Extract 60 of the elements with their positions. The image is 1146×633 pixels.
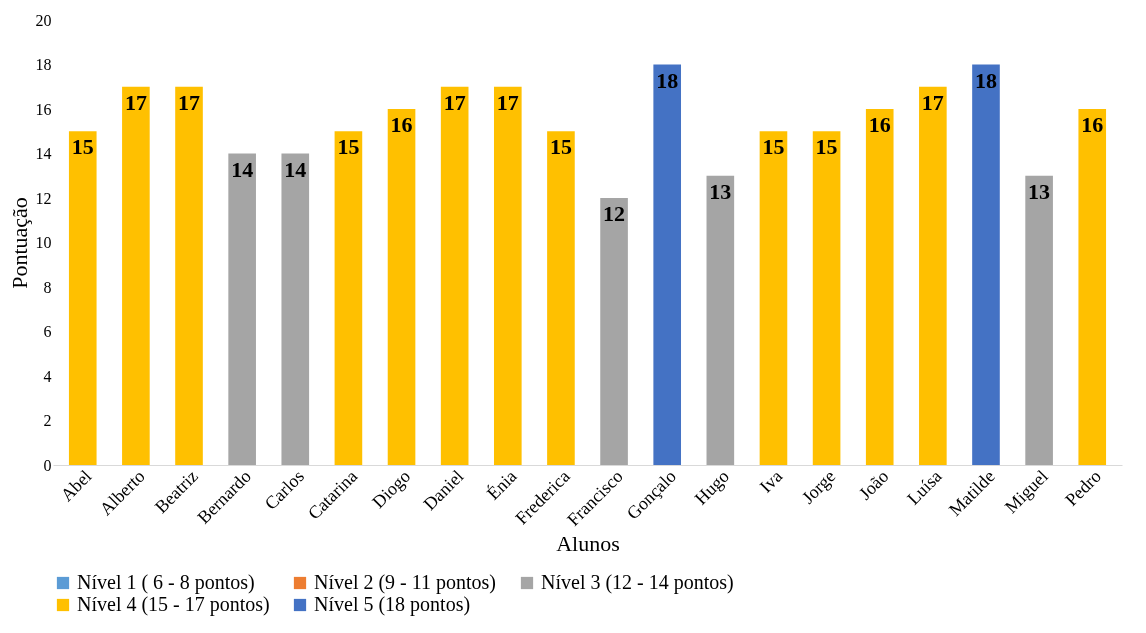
bar <box>387 109 416 465</box>
bar <box>1078 109 1107 465</box>
legend-label: Nível 3 (12 - 14 pontos) <box>541 571 734 594</box>
legend-label: Nível 4 (15 - 17 pontos) <box>77 593 270 616</box>
data-label: 17 <box>496 89 519 115</box>
data-label: 12 <box>603 201 626 226</box>
data-label: 14 <box>284 156 307 182</box>
bar <box>493 86 522 465</box>
bar <box>334 131 363 465</box>
data-label: 13 <box>1028 178 1051 204</box>
data-label: 18 <box>656 67 679 93</box>
bar <box>281 153 310 465</box>
y-tick-label: 14 <box>35 145 52 162</box>
bar <box>600 198 628 465</box>
y-tick-label: 6 <box>43 323 52 340</box>
bar <box>68 131 97 465</box>
bar <box>440 86 469 465</box>
x-axis-title: Alunos <box>556 530 620 556</box>
data-label: 15 <box>815 134 838 160</box>
y-tick-label: 10 <box>35 234 52 251</box>
data-label: 16 <box>1081 112 1104 137</box>
data-label: 15 <box>71 134 94 160</box>
data-label: 17 <box>124 89 147 115</box>
bar <box>865 109 894 465</box>
data-label: 17 <box>178 89 201 115</box>
bar <box>653 64 682 465</box>
y-tick-label: 2 <box>43 412 52 429</box>
data-label: 17 <box>443 89 466 115</box>
bar <box>812 131 841 465</box>
y-tick-label: 0 <box>43 456 52 474</box>
bar <box>706 175 735 465</box>
bar <box>175 86 203 465</box>
y-tick-label: 8 <box>43 278 52 296</box>
data-label: 16 <box>868 112 891 137</box>
y-tick-label: 16 <box>35 100 52 118</box>
data-label: 16 <box>390 112 413 137</box>
x-tick-label: João <box>854 466 893 504</box>
bar <box>547 131 575 465</box>
bar <box>122 86 150 465</box>
legend-label: Nível 2 (9 - 11 pontos) <box>314 571 497 594</box>
y-axis-title: Pontuação <box>6 197 32 289</box>
bar <box>919 86 947 465</box>
data-label: 14 <box>231 156 254 182</box>
x-tick-label: Iva <box>755 466 787 497</box>
bar <box>1025 175 1053 465</box>
y-tick-label: 12 <box>35 189 52 207</box>
y-tick-label: 4 <box>43 367 52 385</box>
bar <box>972 64 1000 465</box>
data-label: 17 <box>921 89 944 115</box>
data-label: 15 <box>762 134 785 160</box>
data-label: 15 <box>549 134 572 160</box>
data-label: 18 <box>974 67 997 93</box>
legend-label: Nível 5 (18 pontos) <box>314 593 471 616</box>
data-label: 15 <box>337 134 360 160</box>
legend-label: Nível 1 ( 6 - 8 pontos) <box>77 571 255 594</box>
y-tick-label: 20 <box>35 11 52 29</box>
bar <box>228 153 256 465</box>
bar <box>759 131 788 465</box>
y-tick-label: 18 <box>35 56 52 73</box>
data-label: 13 <box>709 178 732 204</box>
